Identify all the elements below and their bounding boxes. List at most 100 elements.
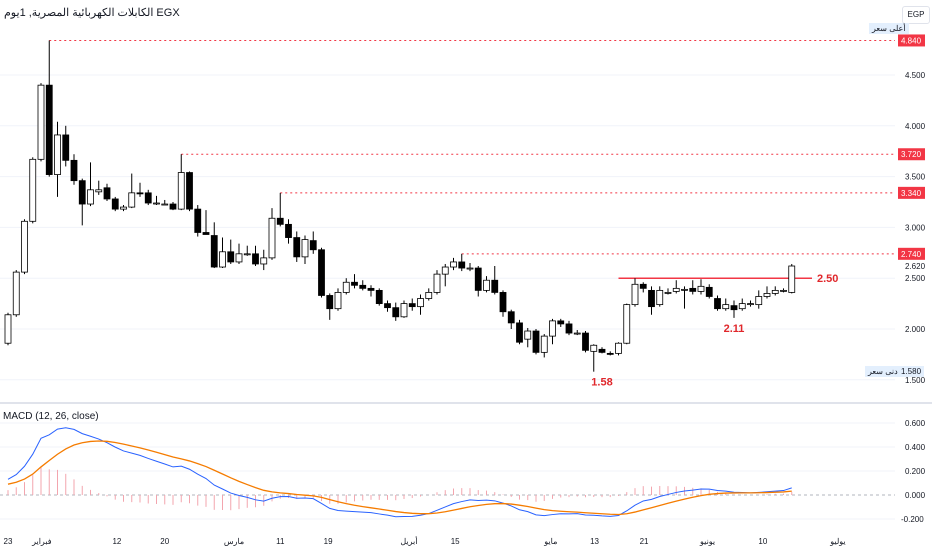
currency-button[interactable]: EGP <box>902 6 930 24</box>
time-axis-label: 13 <box>590 537 599 546</box>
price-tick-label: 4.000 <box>905 122 926 131</box>
candle-down <box>309 240 317 251</box>
candle-up <box>417 298 424 308</box>
time-axis-label: يوليو <box>829 537 845 546</box>
high-price-label: أعلى سعر <box>869 23 909 34</box>
price-tick-label: 3.000 <box>905 223 926 232</box>
candle-down <box>375 289 383 304</box>
price-tick-label: 4.500 <box>905 71 926 80</box>
candle-up <box>177 172 185 210</box>
candle-up <box>21 220 28 273</box>
candle-up <box>631 283 639 306</box>
candle-up <box>37 84 45 160</box>
price-level-tag <box>898 186 925 199</box>
candle-down <box>210 235 218 268</box>
candle-up <box>153 202 160 205</box>
candle-up <box>664 292 672 294</box>
candle-down <box>507 311 515 324</box>
candle-down <box>582 332 589 351</box>
candle-down <box>62 134 70 161</box>
price-tick-label: 1.500 <box>905 376 926 385</box>
candle-up <box>425 292 433 299</box>
candle-down <box>565 323 573 334</box>
signal-line <box>7 440 792 516</box>
candle-down <box>689 287 697 292</box>
candle-down <box>136 192 144 195</box>
candle-up <box>549 320 556 337</box>
candle-down <box>598 348 606 353</box>
candle-down <box>714 298 721 310</box>
candle-down <box>557 320 565 325</box>
candle-down <box>285 223 292 238</box>
candle-down <box>169 203 177 210</box>
macd-tick-label: 0.600 <box>905 419 926 428</box>
candle-up <box>681 288 688 291</box>
macd-line <box>7 427 792 518</box>
candle-up <box>590 344 598 352</box>
candle-down <box>252 253 259 265</box>
candle-up <box>483 279 490 291</box>
time-axis-label: 15 <box>451 537 460 546</box>
price-annotation: 1.58 <box>591 377 612 389</box>
candle-down <box>78 180 86 205</box>
candle-up <box>788 265 796 293</box>
candle-down <box>359 284 367 289</box>
candle-down <box>384 303 391 309</box>
candle-down <box>730 305 738 311</box>
time-axis-label: 20 <box>160 537 169 546</box>
candle-up <box>441 266 449 275</box>
candle-up <box>433 273 441 293</box>
candle-up <box>12 271 20 316</box>
candle-down <box>202 232 210 235</box>
candle-down <box>639 283 647 289</box>
candle-up <box>771 289 779 294</box>
macd-tick-label: 0.400 <box>905 443 926 452</box>
price-level-tag <box>898 247 925 260</box>
price-level-tag <box>898 148 925 161</box>
candle-up <box>573 332 581 335</box>
resistance-label: 2.50 <box>817 273 838 285</box>
price-tick-label: 2.620 <box>905 262 926 271</box>
candle-down <box>606 352 614 355</box>
candle-up <box>120 206 127 210</box>
candle-down <box>194 208 202 233</box>
macd-tick-label: 0.200 <box>905 467 926 476</box>
candle-down <box>367 287 375 291</box>
macd-tick-label: -0.200 <box>901 515 924 524</box>
candle-up <box>738 303 746 310</box>
price-level-tag-label: 2.740 <box>901 250 922 259</box>
time-axis-label: 19 <box>324 537 333 546</box>
candle-up <box>763 293 771 297</box>
candle-up <box>260 257 268 265</box>
candle-up <box>54 134 61 175</box>
low-price-value: 1.580 <box>898 366 925 377</box>
candle-down <box>491 279 499 293</box>
candle-down <box>144 192 152 204</box>
candle-up <box>466 267 474 270</box>
price-level-tag <box>898 34 925 47</box>
candle-up <box>656 289 664 306</box>
price-level-tag-label: 4.840 <box>901 36 922 45</box>
low-price-label: أدنى سعر <box>865 366 903 377</box>
candle-up <box>722 304 730 310</box>
candle-down <box>111 198 119 210</box>
price-annotation: 2.11 <box>724 323 745 335</box>
price-level-tag-label: 3.340 <box>901 189 922 198</box>
candle-up <box>87 189 94 205</box>
candle-down <box>70 159 78 182</box>
candle-down <box>408 303 416 308</box>
macd-indicator-title[interactable]: MACD (12, 26, close) <box>3 411 99 422</box>
price-tick-label: 3.500 <box>905 173 926 182</box>
candle-up <box>243 253 251 256</box>
candle-up <box>95 189 103 193</box>
candle-down <box>474 267 482 291</box>
time-axis-label: 12 <box>112 537 121 546</box>
candle-up <box>161 203 169 206</box>
candle-down <box>351 281 358 286</box>
time-axis-label: مارس <box>224 537 244 546</box>
price-tick-label: 2.000 <box>905 325 926 334</box>
candle-up <box>623 304 631 344</box>
candle-down <box>516 322 523 343</box>
time-axis-label: 23 <box>4 537 13 546</box>
